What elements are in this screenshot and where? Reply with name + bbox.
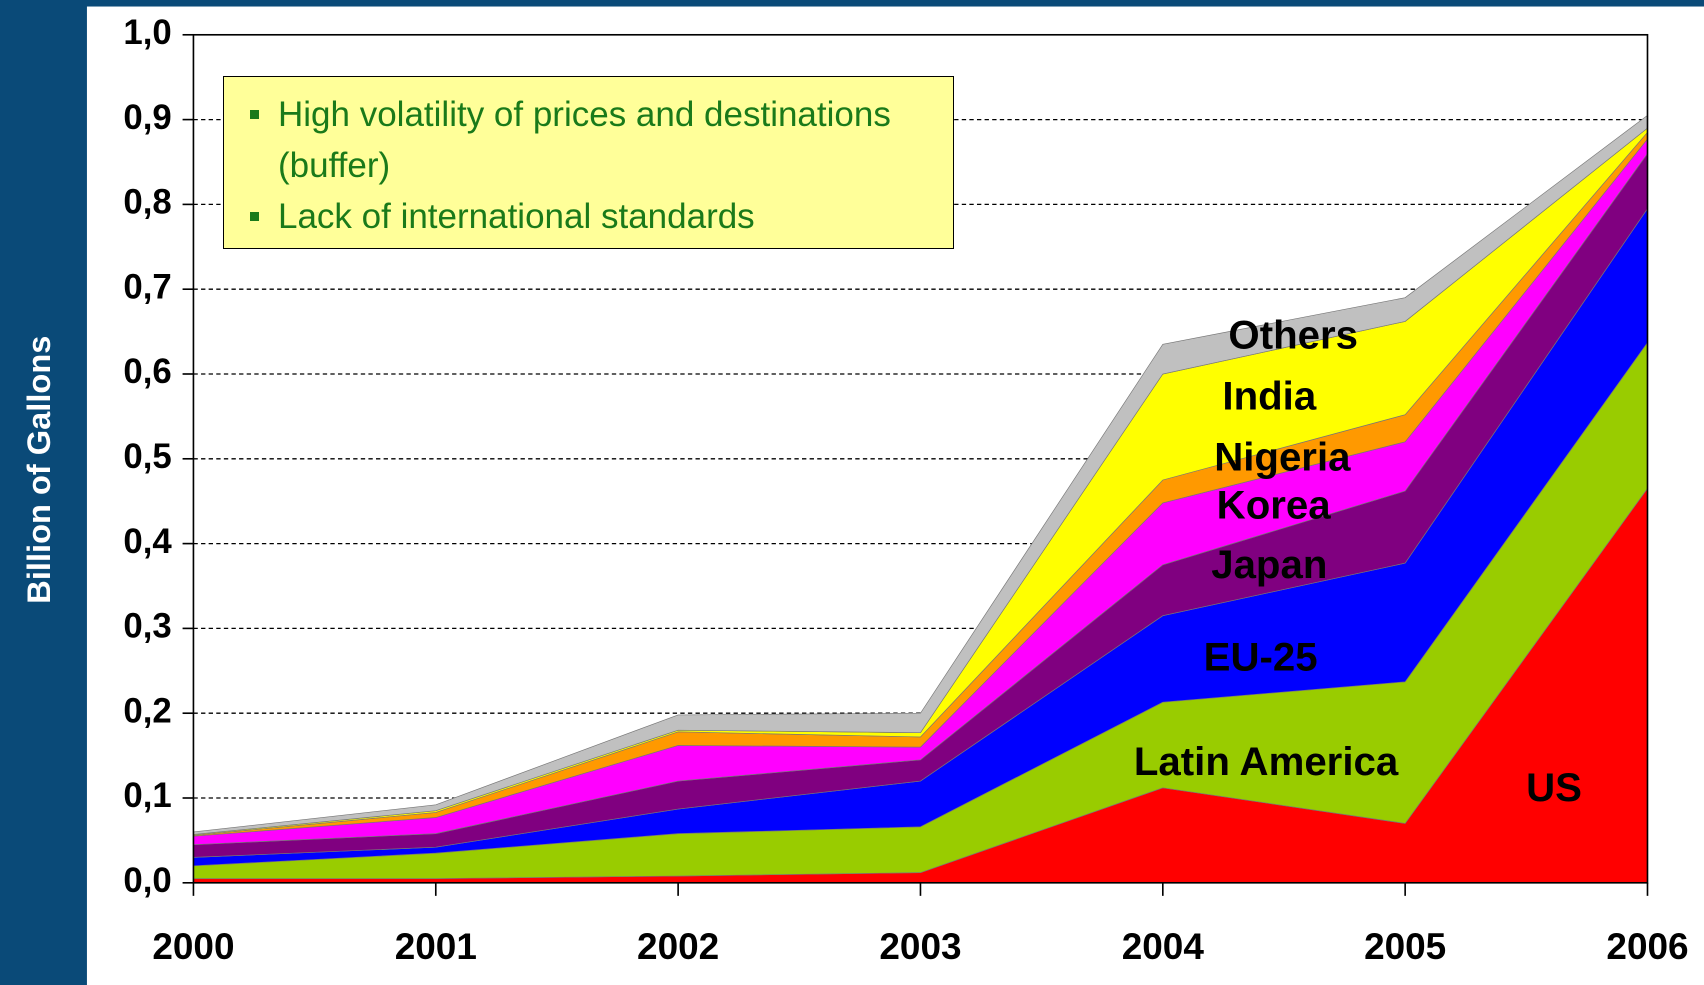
series-label: Nigeria — [1214, 435, 1351, 480]
y-axis-label: Billion of Gallons — [20, 336, 57, 604]
series-label: Japan — [1211, 542, 1327, 587]
x-tick-label: 2005 — [1364, 926, 1446, 967]
y-tick-label: 0,5 — [123, 438, 171, 476]
y-tick-label: 0,2 — [123, 692, 171, 730]
y-tick-label: 0,9 — [123, 99, 171, 137]
series-label: EU-25 — [1204, 635, 1318, 680]
series-label: Latin America — [1134, 739, 1399, 784]
y-tick-label: 0,3 — [123, 608, 171, 646]
series-label: US — [1526, 765, 1582, 810]
x-tick-label: 2006 — [1606, 926, 1688, 967]
side-band — [0, 0, 87, 985]
y-tick-label: 0,4 — [123, 523, 172, 561]
x-tick-label: 2000 — [152, 926, 234, 967]
y-tick-label: 0,7 — [123, 268, 171, 306]
y-tick-label: 0,8 — [123, 184, 171, 222]
y-tick-label: 1,0 — [123, 14, 171, 52]
annotation-box: High volatility of prices and destinatio… — [223, 76, 954, 249]
y-tick-label: 0,6 — [123, 353, 171, 391]
x-tick-label: 2002 — [637, 926, 719, 967]
series-label: Others — [1228, 313, 1358, 358]
y-tick-label: 0,1 — [123, 777, 171, 815]
axes: 0,0 0,1 0,2 0,3 0,4 0,5 0,6 0,7 0,8 0,9 1,0 US Latin… — [123, 14, 1688, 967]
annotation: High volatility of prices and destinatio… — [246, 89, 939, 191]
top-band — [0, 0, 1704, 7]
x-tick-label: 2004 — [1122, 926, 1205, 967]
x-tick-label: 2001 — [395, 926, 477, 967]
annotation: Lack of international standards — [246, 191, 939, 242]
y-tick-label: 0,0 — [123, 862, 171, 900]
x-tick-label: 2003 — [879, 926, 961, 967]
series-label: Korea — [1217, 482, 1332, 527]
series-label: India — [1222, 374, 1316, 419]
